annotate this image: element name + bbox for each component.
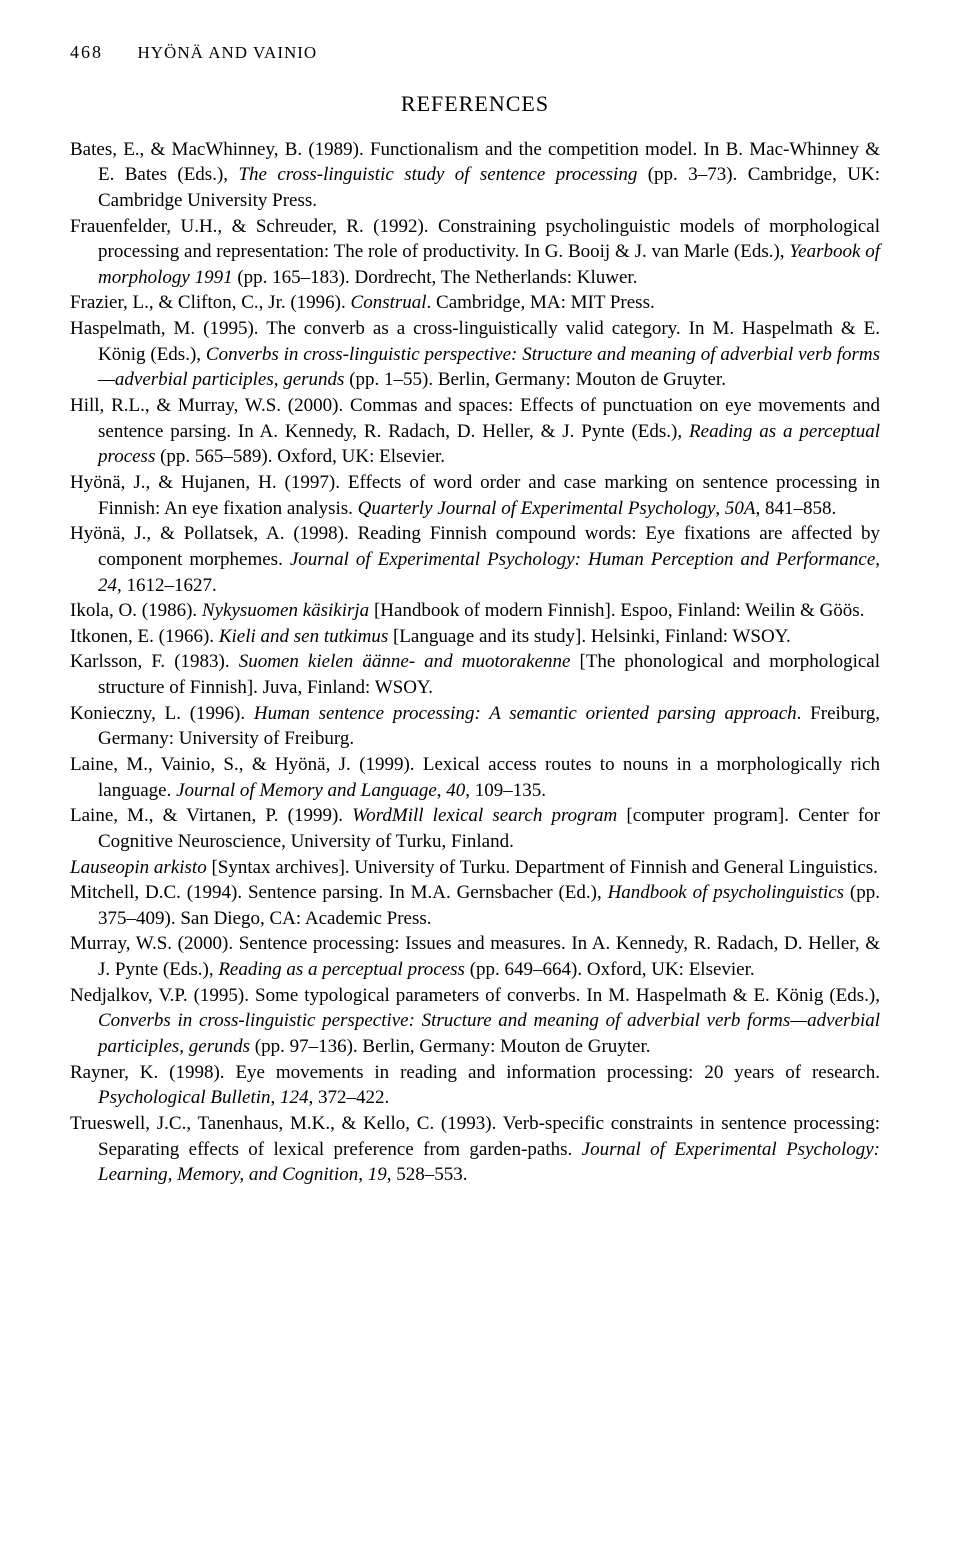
reference-entry: Hyönä, J., & Pollatsek, A. (1998). Readi…	[70, 521, 880, 598]
reference-entry: Frauenfelder, U.H., & Schreuder, R. (199…	[70, 214, 880, 291]
reference-entry: Karlsson, F. (1983). Suomen kielen äänne…	[70, 649, 880, 700]
reference-entry: Laine, M., Vainio, S., & Hyönä, J. (1999…	[70, 752, 880, 803]
reference-entry: Nedjalkov, V.P. (1995). Some typological…	[70, 983, 880, 1060]
reference-entry: Rayner, K. (1998). Eye movements in read…	[70, 1060, 880, 1111]
running-head: HYÖNÄ AND VAINIO	[138, 43, 318, 62]
reference-entry: Lauseopin arkisto [Syntax archives]. Uni…	[70, 855, 880, 881]
reference-entry: Murray, W.S. (2000). Sentence processing…	[70, 931, 880, 982]
reference-entry: Trueswell, J.C., Tanenhaus, M.K., & Kell…	[70, 1111, 880, 1188]
reference-entry: Bates, E., & MacWhinney, B. (1989). Func…	[70, 137, 880, 214]
page-header: 468 HYÖNÄ AND VAINIO	[70, 40, 880, 65]
section-title: REFERENCES	[70, 89, 880, 119]
reference-entry: Konieczny, L. (1996). Human sentence pro…	[70, 701, 880, 752]
reference-entry: Laine, M., & Virtanen, P. (1999). WordMi…	[70, 803, 880, 854]
page-number: 468	[70, 40, 103, 64]
reference-entry: Haspelmath, M. (1995). The converb as a …	[70, 316, 880, 393]
references-list: Bates, E., & MacWhinney, B. (1989). Func…	[70, 137, 880, 1188]
reference-entry: Hill, R.L., & Murray, W.S. (2000). Comma…	[70, 393, 880, 470]
reference-entry: Frazier, L., & Clifton, C., Jr. (1996). …	[70, 290, 880, 316]
reference-entry: Mitchell, D.C. (1994). Sentence parsing.…	[70, 880, 880, 931]
reference-entry: Ikola, O. (1986). Nykysuomen käsikirja […	[70, 598, 880, 624]
reference-entry: Hyönä, J., & Hujanen, H. (1997). Effects…	[70, 470, 880, 521]
reference-entry: Itkonen, E. (1966). Kieli and sen tutkim…	[70, 624, 880, 650]
